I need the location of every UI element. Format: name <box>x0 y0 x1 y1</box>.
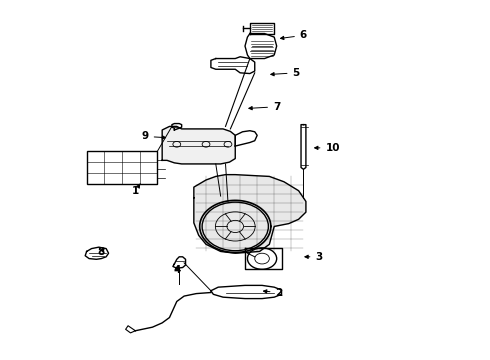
Text: 7: 7 <box>249 102 280 112</box>
Text: 5: 5 <box>271 68 300 78</box>
Polygon shape <box>194 175 306 253</box>
Text: 8: 8 <box>98 247 105 257</box>
Polygon shape <box>162 126 235 164</box>
Text: 4: 4 <box>173 265 180 275</box>
Bar <box>87 152 157 184</box>
Text: 2: 2 <box>264 288 283 297</box>
Text: 6: 6 <box>280 30 307 40</box>
Text: 9: 9 <box>142 131 166 141</box>
Text: 3: 3 <box>305 252 323 262</box>
Text: 1: 1 <box>132 184 140 197</box>
Text: 10: 10 <box>315 143 340 153</box>
